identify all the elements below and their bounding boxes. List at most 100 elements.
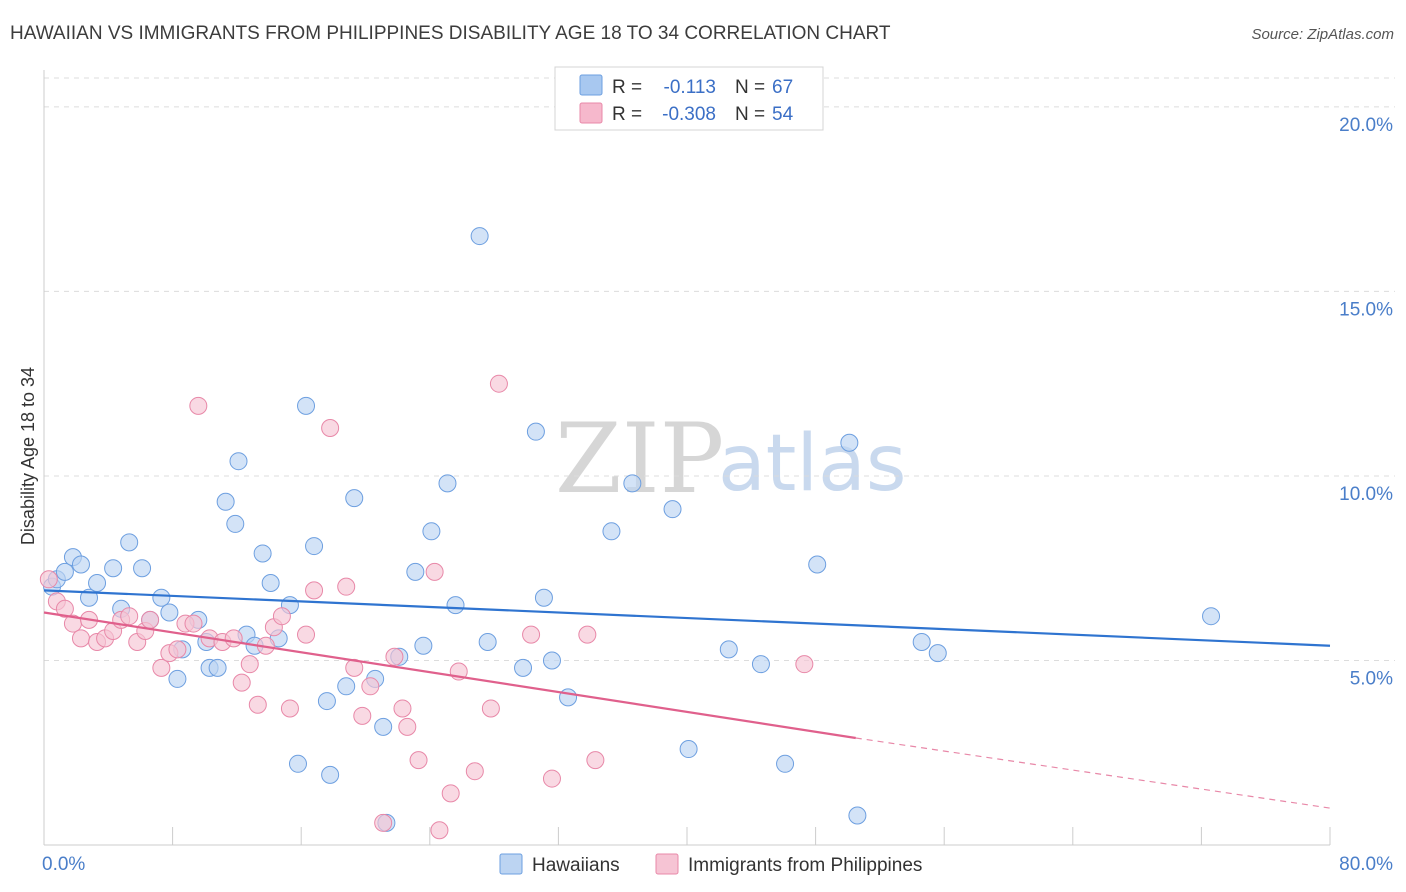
- x-tick-label-max: 80.0%: [1339, 854, 1393, 875]
- point-hawaiians-7: [104, 559, 123, 578]
- bottom-legend: Hawaiians Immigrants from Philippines: [499, 853, 922, 876]
- bottom-legend-swatch-hawaiians: [499, 853, 523, 875]
- point-hawaiians-48: [526, 422, 545, 441]
- point-hawaiians-20: [216, 492, 235, 511]
- point-hawaiians-54: [663, 500, 682, 519]
- point-philippines-33: [337, 577, 356, 596]
- point-hawaiians-10: [133, 559, 152, 578]
- point-philippines-31: [305, 581, 324, 600]
- point-philippines-50: [542, 769, 561, 788]
- gridlines: [44, 77, 1395, 661]
- y-tick-label-0: 5.0%: [1350, 668, 1393, 689]
- chart-source: Source: ZipAtlas.com: [1251, 26, 1394, 43]
- point-philippines-2: [55, 599, 74, 618]
- point-hawaiians-60: [840, 433, 859, 452]
- point-philippines-49: [522, 625, 541, 644]
- point-philippines-43: [430, 821, 449, 840]
- point-hawaiians-37: [374, 717, 393, 736]
- axes: [43, 70, 1331, 846]
- point-philippines-47: [481, 699, 500, 718]
- trend-line-philippines-extension: [855, 737, 1331, 809]
- point-philippines-14: [152, 658, 171, 677]
- point-hawaiians-45: [470, 227, 489, 246]
- point-hawaiians-49: [534, 588, 553, 607]
- point-philippines-53: [795, 655, 814, 674]
- point-hawaiians-35: [345, 489, 364, 508]
- point-philippines-22: [224, 629, 243, 648]
- point-hawaiians-51: [559, 688, 578, 707]
- legend-r-label-2: R =: [612, 104, 642, 125]
- trend-lines: [43, 589, 1331, 809]
- point-hawaiians-40: [406, 562, 425, 581]
- point-hawaiians-32: [317, 692, 336, 711]
- y-tick-label-1: 10.0%: [1339, 484, 1393, 505]
- point-philippines-32: [321, 418, 340, 437]
- legend: R = -0.113 N = 67 R = -0.308 N = 54: [554, 66, 824, 131]
- data-points: [39, 227, 1221, 840]
- point-hawaiians-31: [305, 537, 324, 556]
- point-philippines-39: [393, 699, 412, 718]
- point-hawaiians-58: [776, 754, 795, 773]
- point-hawaiians-25: [253, 544, 272, 563]
- point-philippines-37: [374, 813, 393, 832]
- bottom-legend-swatch-philippines: [655, 853, 679, 875]
- point-hawaiians-61: [848, 806, 867, 825]
- point-philippines-18: [184, 614, 203, 633]
- point-philippines-46: [465, 762, 484, 781]
- legend-swatch-hawaiians: [579, 74, 603, 96]
- bottom-legend-label-hawaiians: Hawaiians: [532, 855, 620, 876]
- point-hawaiians-53: [623, 474, 642, 493]
- point-hawaiians-41: [414, 636, 433, 655]
- point-hawaiians-55: [679, 740, 698, 759]
- point-philippines-23: [232, 673, 251, 692]
- y-tick-labels: 5.0% 10.0% 15.0% 20.0%: [1339, 115, 1393, 690]
- point-philippines-51: [578, 625, 597, 644]
- y-tick-label-2: 15.0%: [1339, 299, 1393, 320]
- point-hawaiians-57: [751, 655, 770, 674]
- point-philippines-48: [489, 374, 508, 393]
- point-hawaiians-12: [152, 588, 171, 607]
- legend-r-label-1: R =: [612, 77, 642, 98]
- x-tick-label-min: 0.0%: [42, 854, 85, 875]
- point-philippines-19: [189, 396, 208, 415]
- point-philippines-42: [425, 562, 444, 581]
- y-axis-label: Disability Age 18 to 34: [18, 367, 38, 545]
- point-hawaiians-52: [602, 522, 621, 541]
- legend-n-label-2: N =: [735, 104, 765, 125]
- point-philippines-41: [409, 751, 428, 770]
- point-hawaiians-9: [120, 533, 139, 552]
- point-philippines-38: [385, 647, 404, 666]
- point-philippines-35: [353, 706, 372, 725]
- point-hawaiians-42: [422, 522, 441, 541]
- point-hawaiians-46: [478, 633, 497, 652]
- point-hawaiians-63: [928, 644, 947, 663]
- point-hawaiians-33: [321, 765, 340, 784]
- watermark: ZIP atlas: [555, 403, 907, 515]
- point-philippines-44: [441, 784, 460, 803]
- point-hawaiians-44: [446, 596, 465, 615]
- trend-line-philippines: [43, 611, 856, 740]
- point-philippines-40: [398, 717, 417, 736]
- point-hawaiians-19: [208, 658, 227, 677]
- legend-n-value-1: 67: [772, 77, 793, 98]
- point-hawaiians-6: [88, 573, 107, 592]
- point-hawaiians-26: [261, 573, 280, 592]
- point-hawaiians-14: [168, 669, 187, 688]
- point-philippines-13: [141, 610, 160, 629]
- point-hawaiians-29: [288, 754, 307, 773]
- chart-title: HAWAIIAN VS IMMIGRANTS FROM PHILIPPINES …: [10, 23, 891, 44]
- legend-r-value-2: -0.308: [662, 104, 716, 125]
- legend-r-value-1: -0.113: [664, 77, 716, 98]
- point-hawaiians-50: [542, 651, 561, 670]
- point-hawaiians-62: [912, 633, 931, 652]
- point-philippines-36: [361, 677, 380, 696]
- point-philippines-4: [71, 629, 90, 648]
- watermark-atlas: atlas: [718, 419, 907, 509]
- point-philippines-10: [120, 607, 139, 626]
- point-philippines-25: [248, 695, 267, 714]
- point-hawaiians-2: [55, 562, 74, 581]
- point-hawaiians-56: [719, 640, 738, 659]
- point-hawaiians-34: [337, 677, 356, 696]
- legend-n-value-2: 54: [772, 104, 794, 125]
